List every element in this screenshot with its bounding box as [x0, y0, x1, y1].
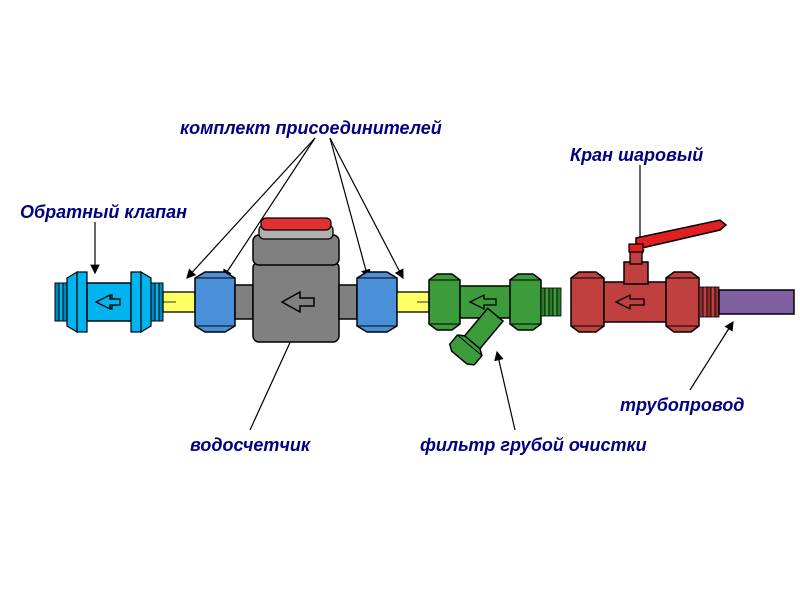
coarse-filter-icon [429, 274, 561, 368]
pipeline-icon [719, 290, 794, 314]
diagram-svg [0, 0, 800, 600]
ball-valve-icon [571, 220, 726, 332]
union-nut-1-icon [195, 272, 235, 332]
water-meter-icon [235, 218, 357, 342]
union-nut-2-icon [357, 272, 397, 332]
check-valve-icon [55, 272, 163, 332]
